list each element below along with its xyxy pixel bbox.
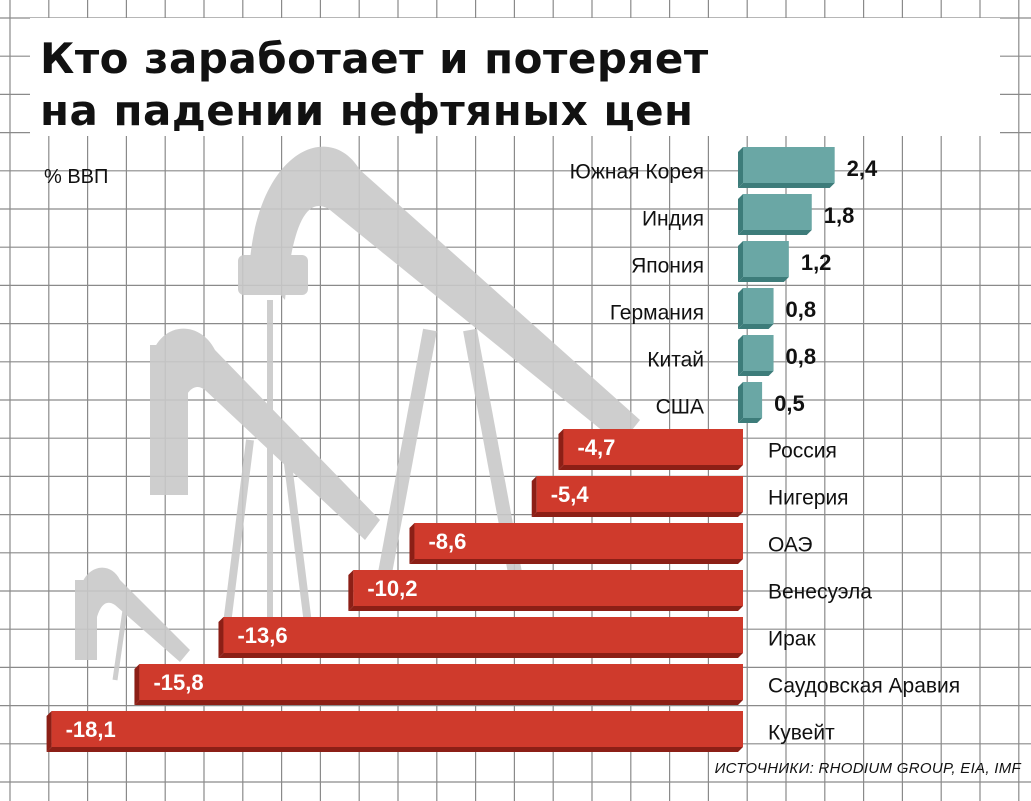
category-label: Кувейт: [768, 722, 835, 745]
category-label: Ирак: [768, 628, 816, 651]
pumpjack-head: [75, 580, 97, 660]
bar-row: Япония 1,2: [631, 241, 831, 282]
category-label: Германия: [610, 302, 704, 325]
value-label: -5,4: [551, 482, 590, 507]
value-label: 0,5: [774, 391, 805, 416]
category-label: Нигерия: [768, 487, 849, 510]
value-label: 0,8: [786, 297, 817, 322]
bar-row: -4,7 Россия: [558, 429, 837, 470]
bar: [563, 429, 743, 465]
bar-bottom: [738, 324, 774, 329]
chart-title-line-2: на падении нефтяных цен: [40, 86, 694, 135]
bar-bottom: [738, 371, 774, 376]
bar-side: [738, 335, 743, 376]
bar-row: Китай 0,8: [647, 335, 816, 376]
bar-row: Индия 1,8: [642, 194, 854, 235]
bar: [743, 194, 812, 230]
bar-bottom: [531, 512, 743, 517]
bar-side: [738, 147, 743, 188]
pumpjack-head: [150, 345, 188, 495]
value-label: -4,7: [577, 435, 615, 460]
bar-side: [409, 523, 415, 564]
bar-row: -8,6 ОАЭ: [409, 523, 813, 564]
chart-title-line-1: Кто заработает и потеряет: [40, 34, 709, 83]
bar-side: [558, 429, 564, 470]
bar-side: [218, 617, 224, 658]
bar: [743, 382, 763, 418]
pumpjack-beam: [80, 567, 190, 662]
bar-row: -18,1 Кувейт: [46, 711, 835, 752]
bar-bottom: [738, 418, 763, 423]
bar-bottom: [738, 277, 789, 282]
bar: [51, 711, 743, 747]
bar-bottom: [738, 230, 812, 235]
bar: [223, 617, 744, 653]
bar-side: [531, 476, 537, 517]
bar: [353, 570, 743, 606]
bar: [139, 664, 743, 700]
value-label: 1,2: [801, 250, 832, 275]
pumpjack-leg: [221, 439, 254, 641]
pumpjack-head: [238, 255, 308, 295]
bar-side: [738, 382, 743, 423]
value-label: -10,2: [367, 576, 417, 601]
pumpjack-illustration: [75, 146, 640, 681]
bar-row: -15,8 Саудовская Аравия: [134, 664, 960, 705]
category-label: США: [656, 396, 704, 419]
pumpjack-leg: [373, 328, 437, 602]
source-note: ИСТОЧНИКИ: RHODIUM GROUP, EIA, IMF: [714, 760, 1021, 777]
bar-side: [738, 194, 743, 235]
bar-side: [46, 711, 52, 752]
value-label: -15,8: [153, 670, 203, 695]
bar-bottom: [46, 747, 743, 752]
bar-bottom: [134, 700, 743, 705]
value-label: -13,6: [237, 623, 287, 648]
bar-row: -5,4 Нигерия: [531, 476, 849, 517]
category-label: Россия: [768, 440, 837, 463]
bar-row: -13,6 Ирак: [218, 617, 816, 658]
category-label: ОАЭ: [768, 534, 813, 557]
bar-side: [134, 664, 140, 705]
category-label: Япония: [631, 255, 704, 278]
bar-row: -10,2 Венесуэла: [348, 570, 872, 611]
category-label: Венесуэла: [768, 581, 872, 604]
bar: [414, 523, 743, 559]
category-label: Саудовская Аравия: [768, 675, 960, 698]
title-box: [30, 18, 1000, 136]
pumpjack-leg: [112, 609, 128, 681]
bar: [743, 288, 774, 324]
value-label: -18,1: [66, 717, 116, 742]
bar: [743, 147, 835, 183]
category-label: Индия: [642, 208, 704, 231]
bar-bottom: [558, 465, 743, 470]
category-label: Южная Корея: [570, 161, 704, 184]
pumpjack-beam: [250, 146, 640, 445]
unit-label: % ВВП: [44, 166, 109, 188]
bar-side: [738, 288, 743, 329]
category-label: Китай: [647, 349, 704, 372]
bar-row: Германия 0,8: [610, 288, 816, 329]
pumpjack-leg: [281, 439, 314, 641]
pumpjack-beam: [150, 328, 380, 540]
bar: [536, 476, 743, 512]
bar: [743, 335, 774, 371]
value-label: -8,6: [428, 529, 466, 554]
bar-bottom: [218, 653, 744, 658]
bar-bottom: [348, 606, 743, 611]
bar: [743, 241, 789, 277]
bar-side: [348, 570, 354, 611]
bar-bottom: [409, 559, 743, 564]
value-label: 1,8: [824, 203, 855, 228]
bar-row: США 0,5: [656, 382, 805, 423]
value-label: 2,4: [847, 156, 878, 181]
bar-row: Южная Корея 2,4: [570, 147, 878, 188]
bar-bottom: [738, 183, 835, 188]
value-label: 0,8: [786, 344, 817, 369]
bar-side: [738, 241, 743, 282]
